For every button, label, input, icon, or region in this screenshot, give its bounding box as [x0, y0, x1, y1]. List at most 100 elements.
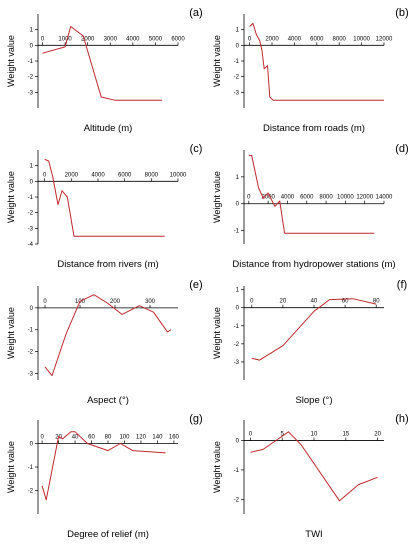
x-tick-label: 6000 [300, 195, 314, 201]
y-tick-label: 0 [30, 306, 34, 312]
series-line [251, 298, 377, 361]
x-tick-label: 5000 [149, 36, 163, 42]
panel-1: -3 -2 -1 0 1 0 1000 2000 3000 4000 5000 6000 (a) Weig… [6, 7, 203, 134]
x-axis-label: Altitude (m) [84, 123, 133, 134]
y-axis-label: Weight value [6, 171, 16, 223]
x-tick-label: 20 [374, 432, 381, 438]
x-tick-label: 0 [41, 36, 45, 42]
panel-label: (b) [395, 7, 408, 19]
series-line [42, 26, 163, 101]
x-axis-label: Distance from rivers (m) [57, 259, 158, 270]
x-tick-label: 10000 [170, 172, 187, 178]
x-tick-label: 10000 [353, 36, 370, 42]
x-tick-label: 2000 [265, 36, 279, 42]
y-tick-label: -2 [28, 489, 34, 495]
panel-3: -4 -3 -2 -1 0 1 0 2000 4000 6000 8000 10000 (c) Weigh… [6, 143, 202, 270]
x-tick-label: 8000 [333, 36, 347, 42]
x-tick-label: 3000 [104, 36, 118, 42]
x-tick-label: 0 [247, 195, 251, 201]
panel-label: (g) [189, 413, 202, 425]
x-tick-label: 160 [169, 435, 180, 441]
y-axis-label: Weight value [212, 171, 222, 223]
x-tick-label: 8000 [319, 195, 333, 201]
series-line [44, 294, 172, 377]
y-tick-label: -1 [234, 229, 240, 235]
series-line [249, 22, 384, 101]
x-tick-label: 60 [88, 435, 95, 441]
x-axis-label: Distance from hydropower stations (m) [232, 259, 395, 270]
y-tick-label: -2 [234, 75, 240, 81]
panel-label: (h) [395, 413, 408, 425]
y-axis-label: Weight value [212, 35, 222, 87]
y-axis-label: Weight value [212, 307, 222, 359]
x-tick-label: 300 [145, 299, 156, 305]
x-tick-label: 12000 [356, 195, 373, 201]
x-tick-label: 100 [75, 299, 86, 305]
x-tick-label: 6000 [118, 172, 132, 178]
panel-2: -3 -2 -1 0 1 0 2000 4000 6000 8000 10000 12000 (b) We… [212, 7, 409, 134]
panel-label: (a) [189, 7, 202, 19]
x-tick-label: 140 [152, 435, 163, 441]
x-tick-label: 0 [40, 435, 44, 441]
x-tick-label: 120 [136, 435, 147, 441]
x-axis-label: Slope (°) [295, 395, 332, 406]
y-axis-label: Weight value [6, 307, 16, 359]
x-tick-label: 2000 [261, 195, 275, 201]
y-tick-label: -1 [28, 195, 34, 201]
series-line [44, 158, 165, 237]
x-axis-label: TWI [305, 529, 322, 540]
y-tick-label: -3 [28, 371, 34, 377]
y-tick-label: 0 [30, 442, 34, 448]
y-tick-label: -1 [28, 465, 34, 471]
y-tick-label: -3 [234, 90, 240, 96]
x-tick-label: 80 [373, 299, 380, 305]
x-tick-label: 6000 [310, 36, 324, 42]
y-tick-label: -2 [28, 75, 34, 81]
y-axis-label: Weight value [212, 441, 222, 493]
x-tick-label: 0 [43, 172, 47, 178]
y-tick-label: -1 [28, 59, 34, 65]
y-tick-label: -2 [234, 497, 240, 503]
panel-label: (d) [395, 143, 408, 155]
x-tick-label: 1000 [58, 36, 72, 42]
y-axis-label: Weight value [6, 35, 16, 87]
panel-8: -2 -1 0 0 5 10 15 20 (h) Weight value TWI [212, 413, 409, 540]
x-tick-label: 8000 [145, 172, 159, 178]
y-tick-label: -3 [28, 90, 34, 96]
x-tick-label: 200 [110, 299, 121, 305]
series-line [248, 154, 375, 234]
x-tick-label: 10000 [337, 195, 354, 201]
y-tick-label: 0 [236, 306, 240, 312]
x-tick-label: 6000 [171, 36, 185, 42]
y-tick-label: -1 [28, 328, 34, 334]
x-tick-label: 0 [248, 36, 252, 42]
panel-5: -3 -2 -1 0 0 100 200 300 (e) Weight value Aspect (… [6, 279, 203, 406]
y-tick-label: 0 [30, 179, 34, 185]
y-tick-label: -1 [234, 324, 240, 330]
y-tick-label: 1 [236, 175, 240, 181]
x-tick-label: 100 [119, 435, 130, 441]
x-tick-label: 0 [250, 299, 254, 305]
y-axis-label: Weight value [6, 441, 16, 493]
panel-label: (c) [190, 143, 203, 155]
y-tick-label: 1 [30, 164, 34, 170]
series-line [250, 431, 378, 502]
x-tick-label: 14000 [376, 195, 393, 201]
panel-7: -2 -1 00 20 40 60 80 100 120 140 160 (g) Weight valu… [6, 413, 203, 540]
x-axis-label: Aspect (°) [87, 395, 129, 406]
y-tick-label: -2 [28, 211, 34, 217]
y-tick-label: 0 [30, 43, 34, 49]
x-tick-label: 15 [342, 432, 349, 438]
panel-label: (e) [189, 279, 202, 291]
x-tick-label: 4000 [91, 172, 105, 178]
x-tick-label: 4000 [126, 36, 140, 42]
x-tick-label: 20 [280, 299, 287, 305]
x-tick-label: 80 [105, 435, 112, 441]
x-tick-label: 60 [342, 299, 349, 305]
x-tick-label: 12000 [376, 36, 393, 42]
y-tick-label: 0 [236, 43, 240, 49]
y-tick-label: 1 [30, 28, 34, 34]
x-tick-label: 4000 [288, 36, 302, 42]
series-line [41, 431, 166, 501]
x-tick-label: 40 [72, 435, 79, 441]
